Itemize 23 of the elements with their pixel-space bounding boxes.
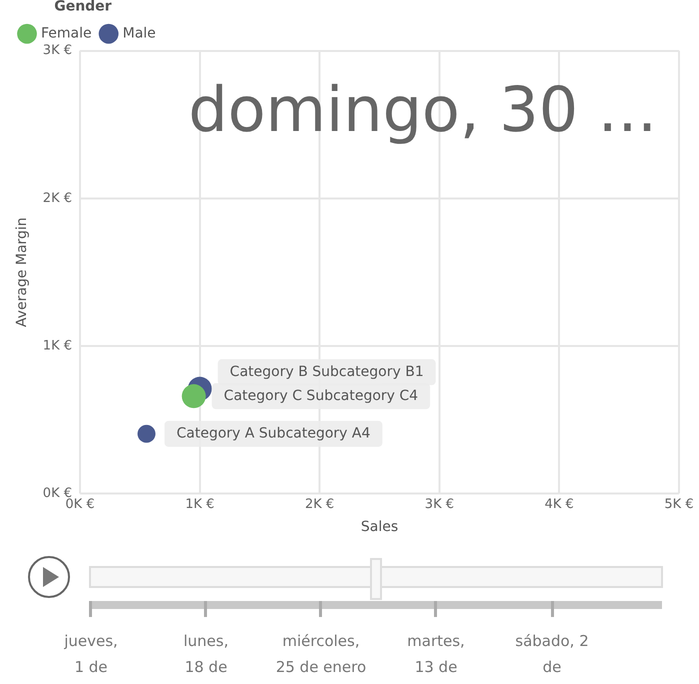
y-tick-label: 1K € [42,338,72,354]
y-axis-title: Average Margin [14,217,30,328]
x-tick-label: 5K € [664,496,694,512]
x-axis-title: Sales [360,519,398,536]
text: lunes, 18 de [182,631,230,678]
x-tick-label: 4K € [544,496,574,512]
legend-label: Female [41,25,92,42]
legend-title: Gender [54,0,112,15]
text: miércoles, 25 de enero [274,631,368,678]
y-tick-label: 3K € [42,43,72,58]
text: jueves, 1 de [63,631,119,678]
text: martes, 13 de [406,631,466,678]
legend-label: Male [122,25,156,42]
y-tick-label: 2K € [42,190,72,206]
annotation: Category A Subcategory A4 [176,425,370,442]
annotation: Category C Subcategory C4 [224,388,418,404]
text: sábado, 2 de [514,631,590,678]
annotation: domingo, 30 ... [188,72,657,146]
x-tick-label: 2K € [305,496,334,512]
x-tick-label: 0K € [65,496,95,512]
annotation: Category B Subcategory B1 [230,364,424,380]
x-tick-label: 3K € [424,496,454,512]
x-tick-label: 1K € [185,496,214,512]
